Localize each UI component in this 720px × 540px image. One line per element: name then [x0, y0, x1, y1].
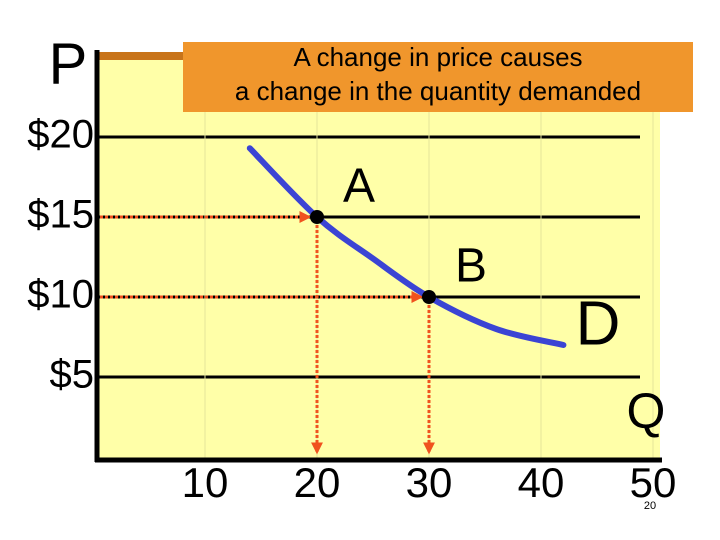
chart-title-line-2: a change in the quantity demanded	[235, 76, 641, 106]
marks	[100, 145, 567, 455]
x-tick-label: 10	[182, 459, 229, 506]
chart-title-line-1: A change in price causes	[293, 42, 582, 72]
title-box	[183, 42, 693, 112]
y-axis-label: P	[49, 31, 88, 96]
curve-label: D	[576, 289, 621, 358]
page-number: 20	[644, 500, 656, 512]
x-tick-label: 50	[630, 459, 677, 506]
plot-background	[97, 55, 660, 460]
demand-curve	[246, 145, 567, 348]
point	[422, 290, 436, 304]
point-label: B	[455, 240, 487, 293]
y-tick-label: $5	[50, 353, 95, 397]
y-tick-label: $10	[27, 273, 94, 317]
point	[310, 210, 324, 224]
x-axis-label: Q	[627, 383, 666, 439]
y-tick-label: $20	[27, 113, 94, 157]
x-tick-label: 20	[294, 459, 341, 506]
y-tick-label: $15	[27, 193, 94, 237]
point-label: A	[343, 160, 375, 213]
x-tick-label: 40	[518, 459, 565, 506]
x-tick-label: 30	[406, 459, 453, 506]
